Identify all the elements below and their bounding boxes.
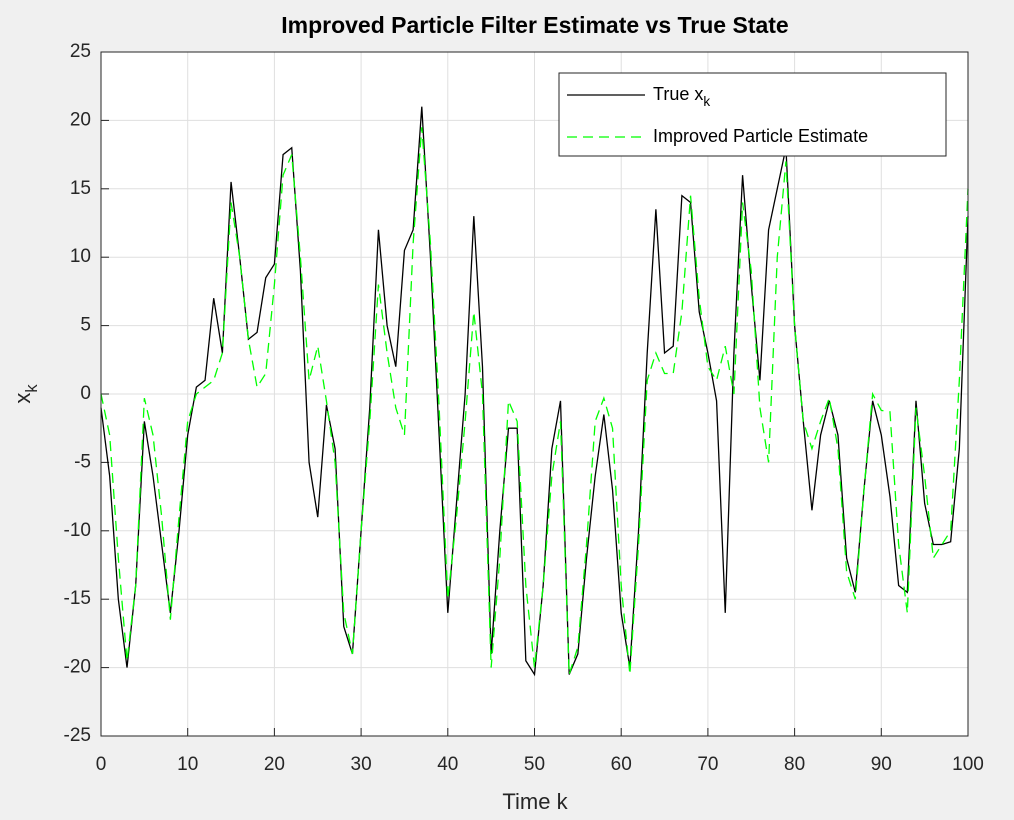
x-tick-label: 50 bbox=[524, 754, 545, 775]
x-tick-label: 80 bbox=[784, 754, 805, 775]
y-axis-label: xk bbox=[10, 384, 42, 404]
x-tick-label: 0 bbox=[96, 754, 107, 775]
x-tick-label: 30 bbox=[351, 754, 372, 775]
y-tick-label: -25 bbox=[64, 725, 91, 746]
x-tick-label: 60 bbox=[611, 754, 632, 775]
y-tick-label: 0 bbox=[80, 383, 91, 404]
y-tick-label: -20 bbox=[64, 657, 91, 678]
x-tick-label: 100 bbox=[952, 754, 984, 775]
plot-border bbox=[100, 51, 969, 737]
y-tick-label: 10 bbox=[70, 246, 91, 267]
x-tick-label: 70 bbox=[697, 754, 718, 775]
chart-title: Improved Particle Filter Estimate vs Tru… bbox=[281, 12, 788, 38]
y-tick-label: 20 bbox=[70, 109, 91, 130]
legend-label: Improved Particle Estimate bbox=[653, 126, 868, 146]
x-tick-label: 90 bbox=[871, 754, 892, 775]
series-line bbox=[100, 106, 969, 677]
y-tick-label: 15 bbox=[70, 178, 91, 199]
y-tick-label: 5 bbox=[80, 315, 91, 336]
y-tick-label: -10 bbox=[64, 520, 91, 541]
legend-box bbox=[558, 72, 947, 157]
x-tick-label: 20 bbox=[264, 754, 285, 775]
x-axis-label: Time k bbox=[502, 789, 568, 814]
x-tick-label: 10 bbox=[177, 754, 198, 775]
y-tick-label: -15 bbox=[64, 588, 91, 609]
x-tick-label: 40 bbox=[437, 754, 458, 775]
y-tick-label: 25 bbox=[70, 41, 91, 62]
y-tick-label: -5 bbox=[74, 451, 91, 472]
